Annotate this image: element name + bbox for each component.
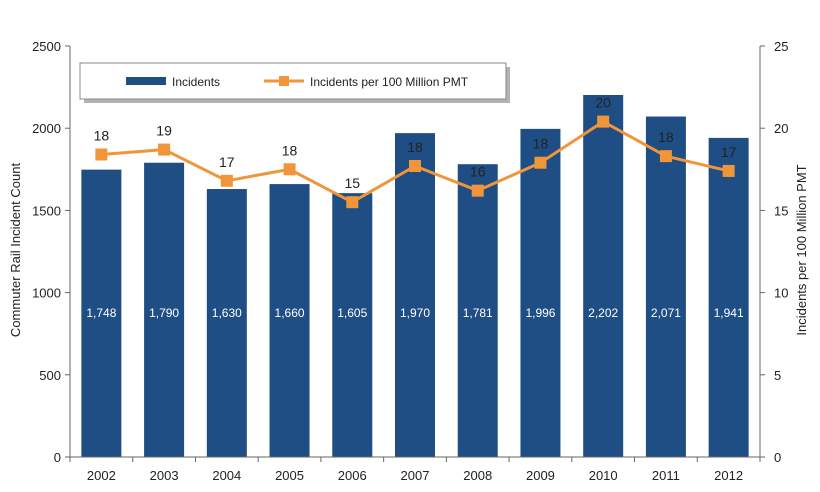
rate-marker-2005 — [283, 163, 296, 176]
legend-swatch-marker — [279, 76, 289, 86]
bar-labels-layer: 1,748 1,790 1,630 1,660 1,605 1,970 1,781 1,996… — [86, 306, 744, 320]
x-tick-2004: 2004 — [212, 468, 241, 483]
y2-axis-title: Incidents per 100 Million PMT — [794, 164, 809, 335]
legend-swatch-incidents — [126, 77, 166, 85]
rate-label-2004: 17 — [219, 154, 235, 170]
rate-marker-2008 — [471, 184, 484, 197]
bar-label-2007: 1,970 — [400, 306, 430, 320]
bar-label-2005: 1,660 — [275, 306, 305, 320]
rate-marker-2004 — [220, 174, 233, 187]
bar-2009 — [520, 128, 561, 457]
bar-2012 — [708, 137, 749, 457]
legend-label-incidents: Incidents — [172, 75, 220, 89]
rate-label-2003: 19 — [156, 123, 172, 139]
rate-marker-2012 — [722, 164, 735, 177]
bars-layer — [81, 94, 749, 458]
bar-label-2011: 2,071 — [651, 306, 681, 320]
bar-2005 — [269, 184, 310, 457]
rate-label-2009: 18 — [533, 136, 549, 152]
x-tick-2002: 2002 — [87, 468, 116, 483]
bar-2002 — [81, 169, 122, 458]
rate-label-2005: 18 — [282, 142, 298, 158]
y-tick-2000: 2000 — [32, 121, 61, 136]
y2-tick-0: 0 — [774, 450, 781, 465]
x-tick-2010: 2010 — [589, 468, 618, 483]
bar-label-2003: 1,790 — [149, 306, 179, 320]
line-layer: 18 19 17 18 15 18 16 18 20 18 17 — [94, 95, 737, 209]
x-tick-2006: 2006 — [338, 468, 367, 483]
bar-label-2004: 1,630 — [212, 306, 242, 320]
rate-marker-2006 — [346, 196, 359, 209]
rate-label-2002: 18 — [94, 128, 110, 144]
y-tick-2500: 2500 — [32, 39, 61, 54]
bar-2007 — [395, 133, 435, 457]
rate-marker-2011 — [659, 150, 672, 163]
rate-label-2012: 17 — [721, 144, 737, 160]
x-tick-2012: 2012 — [714, 468, 743, 483]
bar-label-2008: 1,781 — [463, 306, 493, 320]
bar-2008 — [457, 164, 498, 457]
rate-marker-2007 — [409, 160, 421, 173]
x-tick-2003: 2003 — [150, 468, 179, 483]
bar-2006 — [332, 193, 373, 457]
y2-tick-10: 10 — [774, 286, 788, 301]
y2-tick-20: 20 — [774, 121, 788, 136]
bar-2004 — [206, 189, 247, 457]
rate-marker-2009 — [534, 156, 547, 169]
y-axis-title: Commuter Rail Incident Count — [8, 163, 23, 338]
y-tick-0: 0 — [54, 450, 61, 465]
x-tick-2008: 2008 — [463, 468, 492, 483]
bar-label-2006: 1,605 — [337, 306, 367, 320]
rate-marker-2002 — [95, 148, 108, 161]
rate-label-2008: 16 — [470, 164, 486, 180]
axes-layer — [69, 46, 761, 458]
x-tick-2009: 2009 — [526, 468, 555, 483]
x-tick-2005: 2005 — [275, 468, 304, 483]
y-tick-1500: 1500 — [32, 203, 61, 218]
rate-marker-2010 — [597, 115, 610, 128]
rate-marker-2003 — [158, 143, 171, 156]
x-tick-2011: 2011 — [652, 468, 680, 483]
bar-2010 — [583, 94, 624, 457]
ticks-layer: 0 500 1000 1500 2000 2500 0 5 10 15 20 25 2002 2003 20… — [32, 39, 788, 483]
rate-label-2010: 20 — [595, 95, 611, 111]
y2-tick-5: 5 — [774, 368, 781, 383]
rate-label-2007: 18 — [407, 139, 423, 155]
x-tick-2007: 2007 — [401, 468, 430, 483]
rate-label-2011: 18 — [658, 129, 674, 145]
bar-label-2010: 2,202 — [588, 306, 618, 320]
bar-label-2002: 1,748 — [86, 306, 116, 320]
bar-label-2009: 1,996 — [525, 306, 555, 320]
y2-tick-15: 15 — [774, 203, 788, 218]
legend: Incidents Incidents per 100 Million PMT — [79, 62, 510, 103]
y-tick-500: 500 — [39, 368, 61, 383]
legend-label-rate: Incidents per 100 Million PMT — [310, 75, 469, 89]
bar-label-2012: 1,941 — [714, 306, 744, 320]
y-tick-1000: 1000 — [32, 286, 61, 301]
y2-tick-25: 25 — [774, 39, 788, 54]
rate-label-2006: 15 — [344, 175, 360, 191]
bar-2011 — [645, 116, 686, 458]
bar-2003 — [144, 162, 185, 457]
